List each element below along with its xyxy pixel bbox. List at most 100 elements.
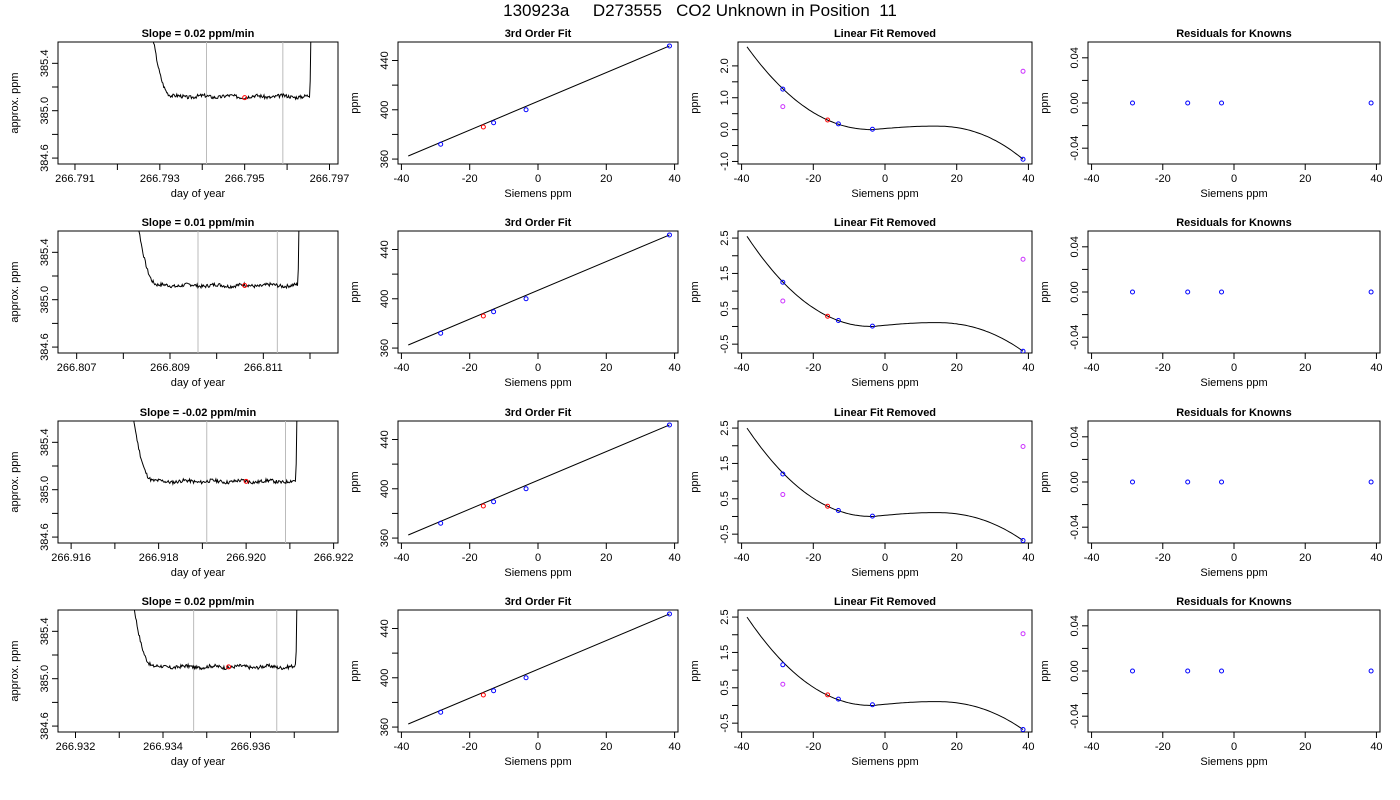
x-tick-label: -20 [462,741,478,753]
y-tick-label: 385.4 [39,50,51,78]
known-point [523,107,529,113]
x-tick-label: -20 [462,362,478,374]
x-tick-label: 40 [1022,173,1034,185]
panel-title: 3rd Order Fit [505,217,572,229]
y-tick-label: 0.5 [719,680,731,695]
x-tick-label: 40 [1022,552,1034,564]
unknown-point [480,503,486,509]
unknown-point [825,503,831,509]
x-axis-label: Siemens ppm [851,377,918,389]
panel-2-0: Slope = -0.02 ppm/min 266.916 266.918 266.9… [9,407,354,579]
plot-frame [1087,230,1381,354]
x-tick-label: 0 [1231,552,1237,564]
plot-area [746,427,1026,543]
y-axis-label: ppm [1039,660,1051,681]
y-tick-label: 1.5 [719,456,731,471]
y-tick-label: 400 [379,101,391,119]
plot-area [408,611,672,725]
unknown-point [480,313,486,319]
x-tick-label: 0 [1231,741,1237,753]
y-tick-label: 360 [379,150,391,168]
y-tick-label: -0.04 [1069,515,1081,540]
x-tick-label: -20 [1155,173,1171,185]
x-tick-label: 40 [668,552,680,564]
x-tick-label: -40 [734,362,750,374]
excluded-point [780,681,786,687]
known-point [869,702,875,708]
y-tick-label: 360 [379,339,391,357]
known-point [869,126,875,132]
x-axis-label: Siemens ppm [851,567,918,579]
known-point [1185,100,1191,106]
known-point [491,309,497,315]
unknown-marker [242,95,248,101]
panel-0-2: Linear Fit Removed -40 -20 0 20 40 -1.0 0.0 1.0 2… [689,28,1035,200]
x-tick-label: 266.920 [226,552,266,564]
unknown-point [825,117,831,123]
known-point [835,507,841,513]
y-axis-label: ppm [1039,471,1051,492]
y-axis-label: ppm [349,281,361,302]
x-tick-label: 0 [535,362,541,374]
y-axis-label: ppm [689,92,701,113]
plot-area [408,232,672,346]
y-tick-label: 385.4 [39,618,51,646]
y-tick-label: 440 [379,430,391,448]
y-tick-label: 2.5 [719,609,731,624]
plot-area [408,43,672,157]
panel-title: Residuals for Knowns [1176,217,1292,229]
x-tick-label: -40 [1084,741,1100,753]
known-point [491,688,497,694]
x-tick-label: 20 [600,552,612,564]
y-tick-label: -0.5 [719,335,731,354]
known-point [666,611,672,617]
x-tick-label: 40 [668,173,680,185]
y-tick-label: 385.0 [39,476,51,504]
plot-area [1130,289,1374,295]
panel-title: 3rd Order Fit [505,28,572,40]
y-tick-label: 384.6 [39,712,51,740]
x-tick-label: 20 [600,173,612,185]
y-tick-label: 400 [379,290,391,308]
panel-title: Linear Fit Removed [834,407,936,419]
y-axis-label: ppm [689,471,701,492]
y-tick-label: 0.00 [1069,92,1081,113]
x-tick-label: 266.922 [314,552,354,564]
plot-area [746,46,1026,162]
y-tick-label: 385.4 [39,239,51,267]
panel-title: Linear Fit Removed [834,596,936,608]
known-point [835,317,841,323]
panel-3-2: Linear Fit Removed -40 -20 0 20 40 -0.5 0.5 1.5 2… [689,596,1035,768]
unknown-point [825,313,831,319]
plot-frame [57,41,339,165]
y-tick-label: 0.00 [1069,660,1081,681]
excluded-point [1020,256,1026,262]
x-tick-label: 0 [882,362,888,374]
plot-frame [737,609,1033,733]
known-point [1185,289,1191,295]
x-tick-label: 40 [1370,173,1382,185]
y-tick-label: 0.04 [1069,615,1081,636]
y-tick-label: 385.4 [39,429,51,457]
y-tick-label: 0.0 [719,122,731,137]
x-tick-label: -20 [805,173,821,185]
y-tick-label: 1.0 [719,90,731,105]
plot-area [133,610,298,732]
x-tick-label: 20 [600,362,612,374]
x-tick-label: -20 [462,173,478,185]
unknown-marker [242,282,248,288]
plot-area [152,42,312,164]
x-tick-label: 40 [1022,362,1034,374]
known-point [666,43,672,49]
known-point [438,330,444,336]
unknown-point [480,692,486,698]
plot-area [138,231,300,353]
x-tick-label: 20 [1299,173,1311,185]
x-tick-label: -20 [1155,741,1171,753]
y-axis-label: ppm [689,281,701,302]
y-tick-label: 440 [379,619,391,637]
panel-title: Linear Fit Removed [834,28,936,40]
x-tick-label: -20 [805,741,821,753]
panel-title: Linear Fit Removed [834,217,936,229]
plot-frame [57,420,339,544]
